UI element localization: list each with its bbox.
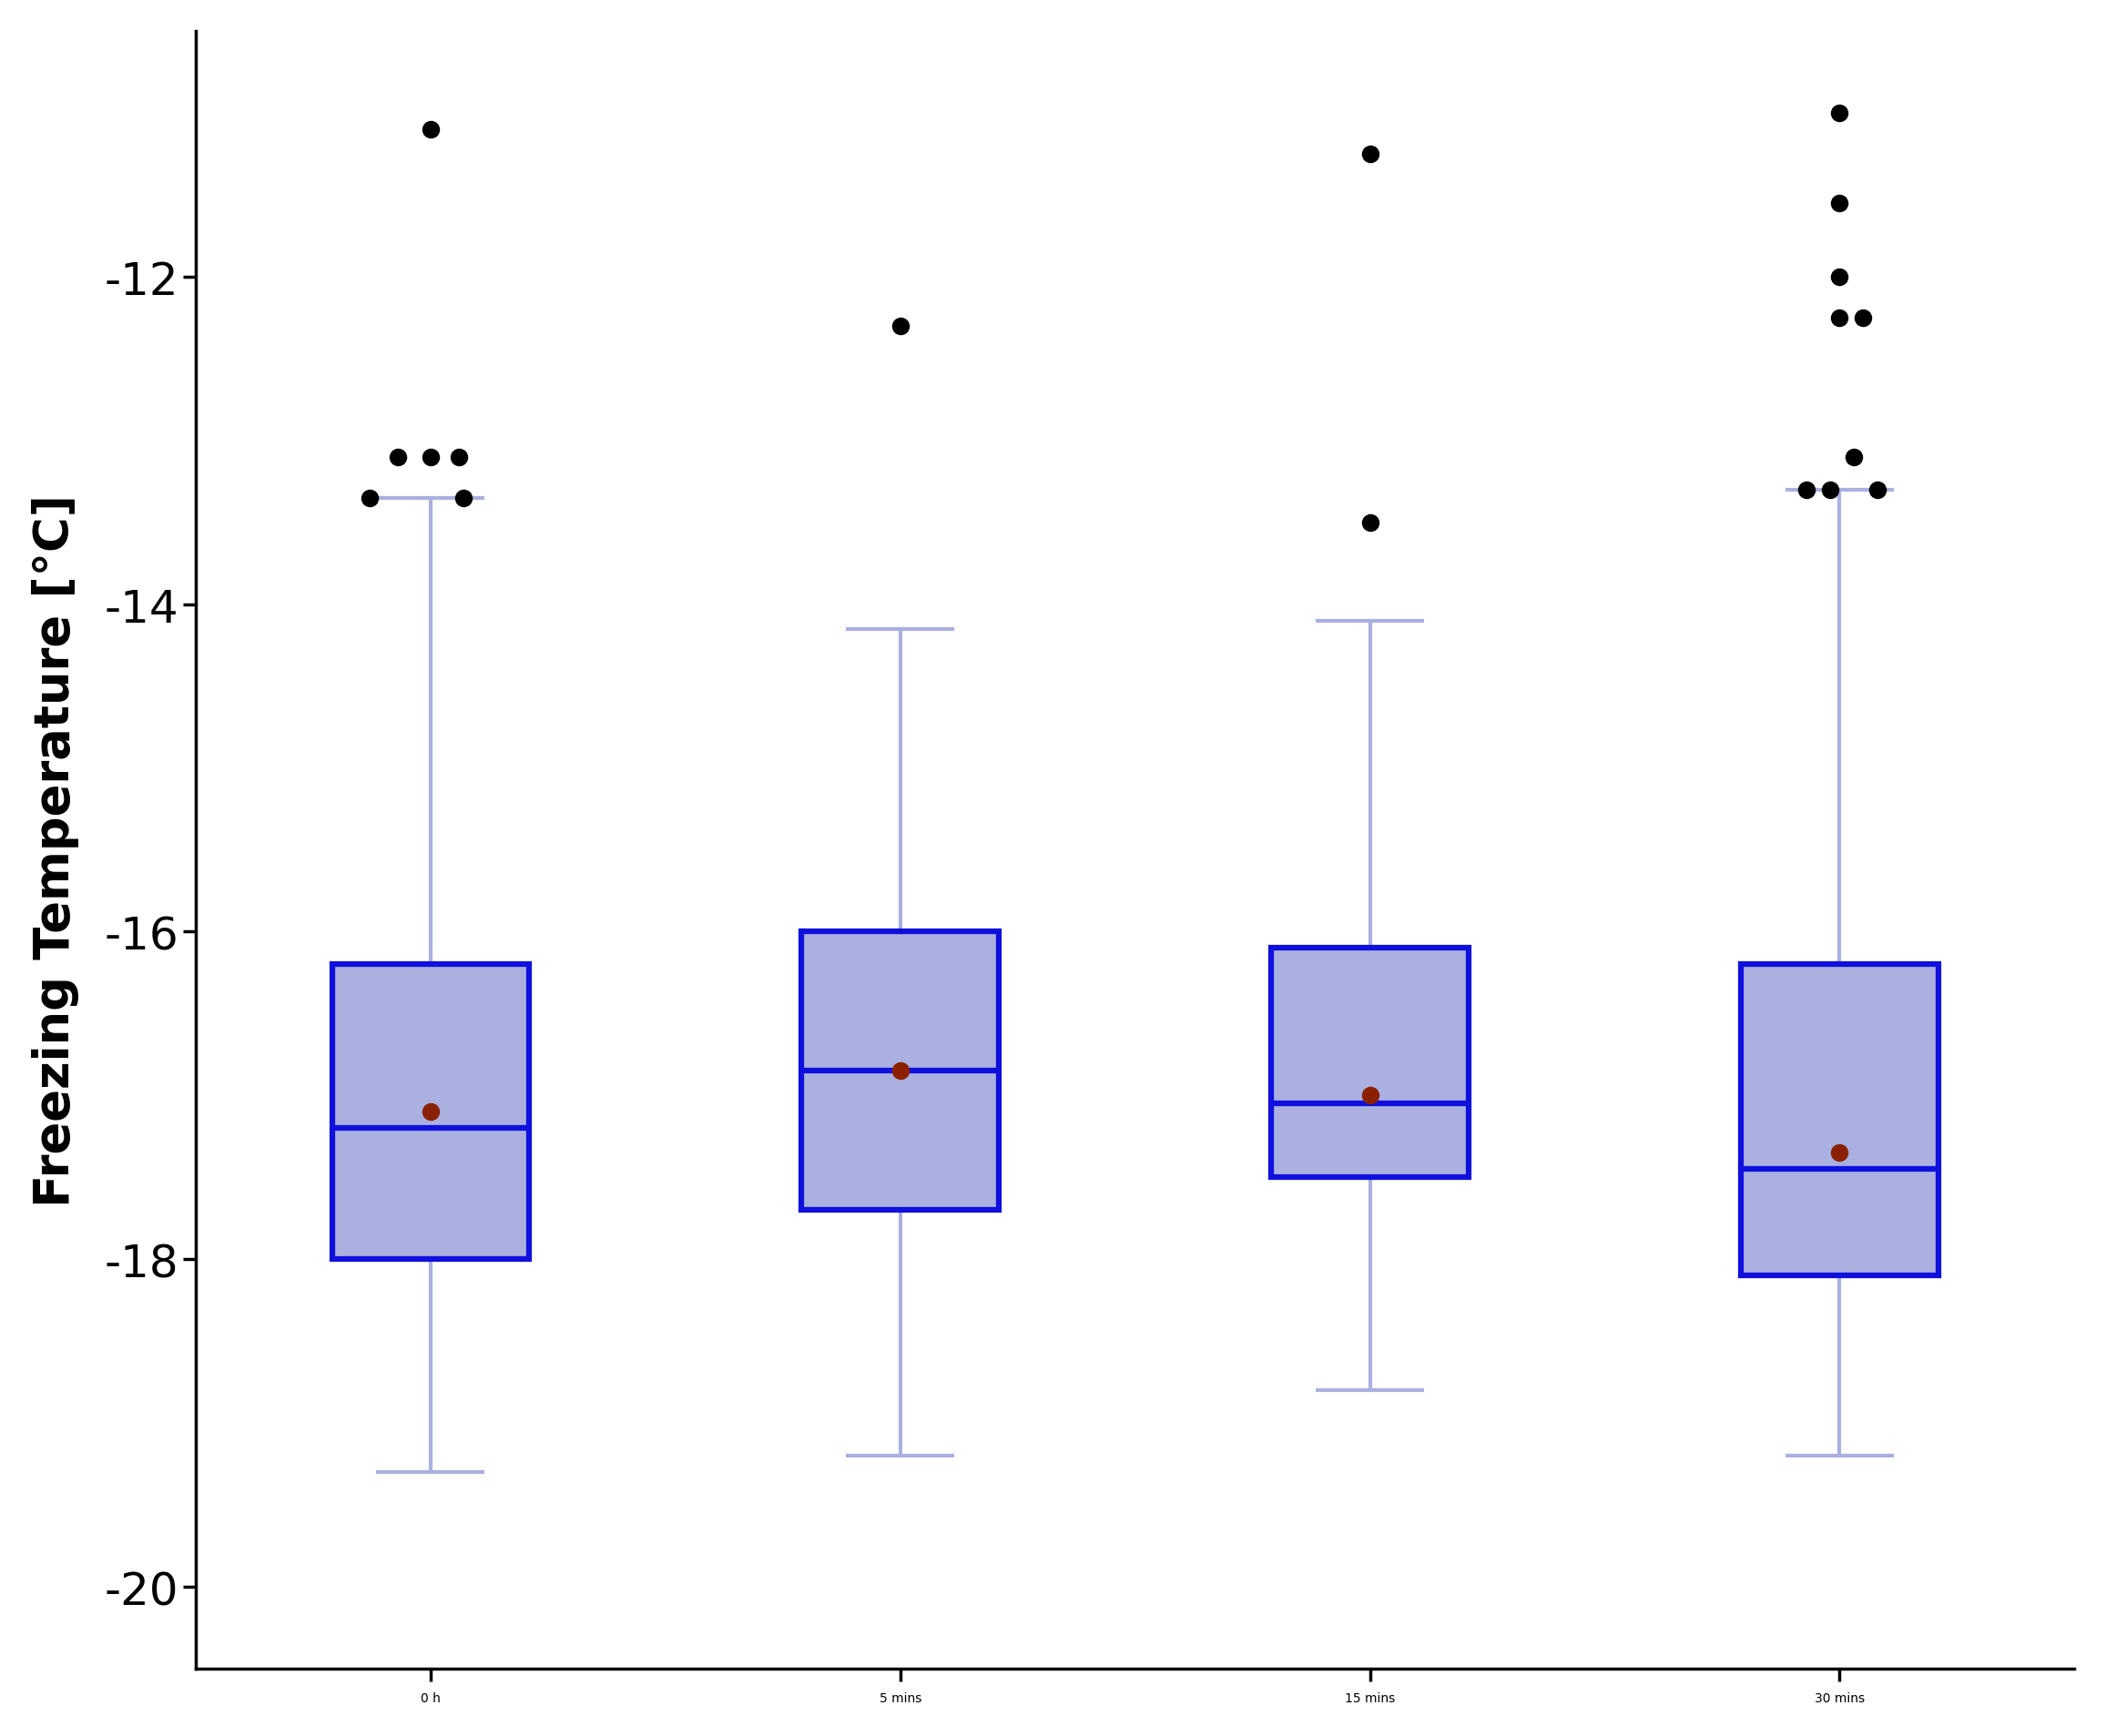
Bar (802, 932, 998, 1210)
Bar (333, 965, 529, 1260)
Y-axis label: Freezing Temperature [°C]: Freezing Temperature [°C] (32, 495, 78, 1207)
Bar (1272, 948, 1468, 1177)
Bar (1742, 965, 1938, 1276)
